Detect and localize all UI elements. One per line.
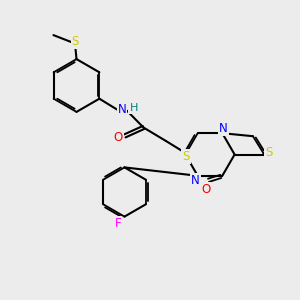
Text: S: S (72, 34, 79, 48)
Text: S: S (182, 150, 190, 163)
Text: O: O (201, 183, 210, 196)
Text: O: O (114, 131, 123, 144)
Text: N: N (118, 103, 126, 116)
Text: F: F (115, 217, 121, 230)
Text: H: H (129, 103, 138, 113)
Text: N: N (219, 122, 228, 136)
Text: S: S (266, 146, 273, 160)
Text: N: N (191, 173, 200, 187)
